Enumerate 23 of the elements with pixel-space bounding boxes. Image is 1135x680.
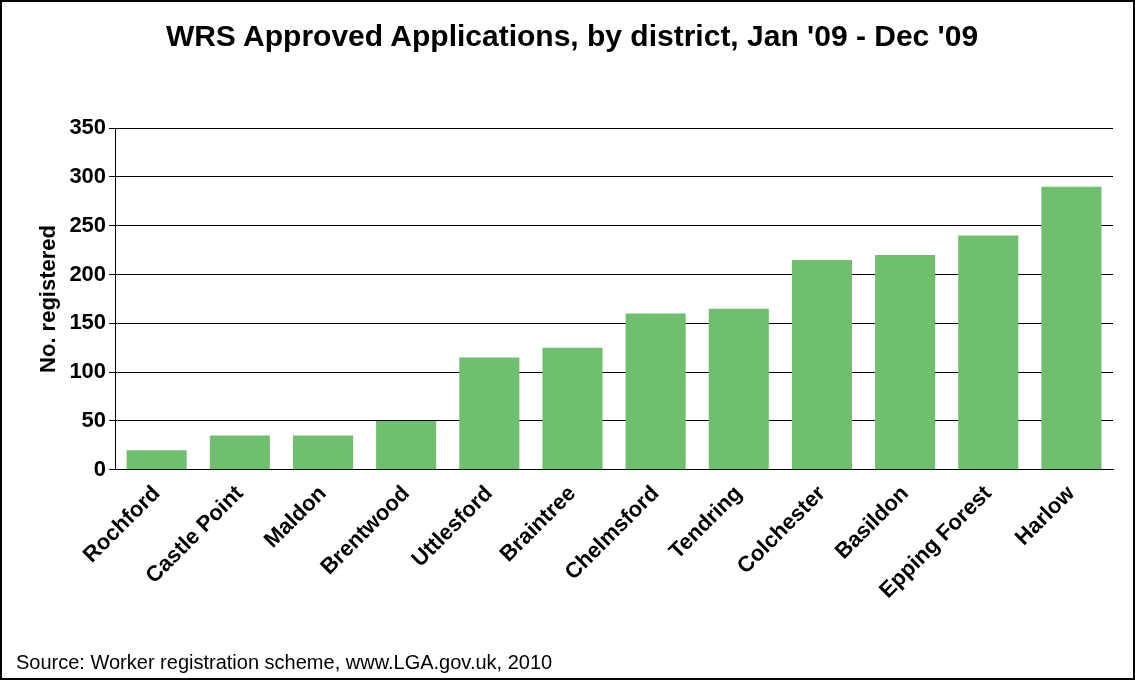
bar	[958, 235, 1019, 470]
bar	[708, 308, 769, 470]
bar	[791, 259, 852, 470]
bar	[209, 435, 270, 470]
y-tick-label: 100	[69, 358, 107, 384]
y-tick-label: 300	[69, 163, 107, 189]
bar	[376, 420, 437, 470]
y-tick-label: 350	[69, 114, 107, 140]
y-tick-label: 200	[69, 260, 107, 286]
y-tick-label: 0	[93, 455, 107, 481]
y-tick-label: 150	[69, 309, 107, 335]
bar	[625, 313, 686, 470]
y-tick-label: 50	[81, 407, 107, 433]
bar	[1041, 186, 1102, 470]
bar	[459, 357, 520, 470]
bar	[292, 435, 354, 470]
chart-title: WRS Approved Applications, by district, Jan '09 - Dec '09	[164, 18, 980, 54]
bar	[542, 347, 603, 470]
y-tick-label: 250	[69, 211, 107, 237]
y-axis-title: No. registered	[35, 225, 61, 373]
source-note: Source: Worker registration scheme, www.LGA.gov.uk, 2010	[16, 651, 553, 674]
bar	[875, 255, 936, 470]
bar	[126, 450, 187, 470]
